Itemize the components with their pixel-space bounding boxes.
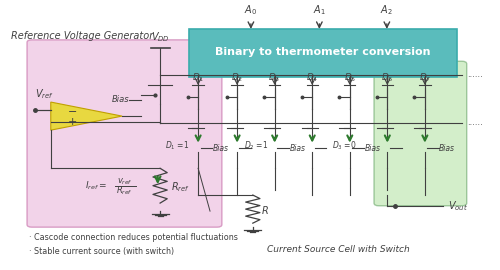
Text: $D_3$$=0$: $D_3$$=0$ <box>332 139 357 152</box>
Text: $-$: $-$ <box>67 106 77 116</box>
Text: $v_{ref}$: $v_{ref}$ <box>116 176 132 187</box>
Text: $D_1$$=1$: $D_1$$=1$ <box>165 139 190 152</box>
Text: $D_5$: $D_5$ <box>344 72 356 84</box>
Text: $A_2$: $A_2$ <box>380 3 393 17</box>
Text: Bias: Bias <box>212 144 228 153</box>
Text: Current Source Cell with Switch: Current Source Cell with Switch <box>267 245 410 254</box>
Text: $R_{ref}$: $R_{ref}$ <box>116 185 133 197</box>
Text: $+$: $+$ <box>67 116 77 127</box>
Text: $R_{ref}$: $R_{ref}$ <box>170 180 190 194</box>
Text: ......: ...... <box>466 118 482 127</box>
FancyBboxPatch shape <box>27 40 222 227</box>
FancyBboxPatch shape <box>374 61 466 206</box>
Text: $D_6$: $D_6$ <box>381 72 394 84</box>
Text: $D_2$: $D_2$ <box>231 72 243 84</box>
Text: $A_0$: $A_0$ <box>244 3 258 17</box>
Text: Bias: Bias <box>112 95 129 104</box>
Text: $V_{out}$: $V_{out}$ <box>448 199 468 213</box>
Text: Bias: Bias <box>290 144 306 153</box>
FancyBboxPatch shape <box>188 29 457 77</box>
Text: Reference Voltage Generator: Reference Voltage Generator <box>10 31 153 41</box>
Text: $V_{DD}$: $V_{DD}$ <box>150 30 170 44</box>
Text: · Cascode connection reduces potential fluctuations: · Cascode connection reduces potential f… <box>30 233 238 242</box>
Text: $A_1$: $A_1$ <box>313 3 326 17</box>
Text: $D_4$: $D_4$ <box>306 72 318 84</box>
Polygon shape <box>51 102 122 130</box>
Text: Bias: Bias <box>439 144 455 153</box>
Text: Binary to thermometer conversion: Binary to thermometer conversion <box>216 47 431 57</box>
Text: $R$: $R$ <box>262 204 269 216</box>
Text: $V_{ref}$: $V_{ref}$ <box>35 87 54 101</box>
Text: Bias: Bias <box>364 144 380 153</box>
Text: $D_2$$=1$: $D_2$$=1$ <box>244 139 270 152</box>
Text: $D_3$: $D_3$ <box>268 72 281 84</box>
Text: $I_{ref} = $: $I_{ref} = $ <box>85 180 107 192</box>
Text: ......: ...... <box>466 70 482 79</box>
Text: $D_7$: $D_7$ <box>418 72 431 84</box>
Text: $D_1$: $D_1$ <box>192 72 204 84</box>
Text: · Stable current source (with switch): · Stable current source (with switch) <box>30 247 174 256</box>
